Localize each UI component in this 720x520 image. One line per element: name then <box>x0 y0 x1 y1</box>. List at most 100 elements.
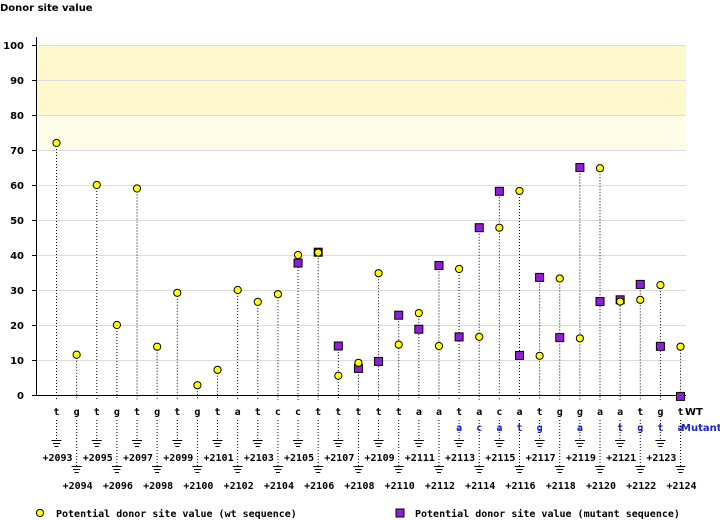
position-label: +2094 <box>63 481 93 492</box>
position-label: +2121 <box>606 453 636 464</box>
legend: Potential donor site value (wt sequence)… <box>35 508 680 520</box>
mutant-marker <box>494 186 504 196</box>
y-tick-label: 60 <box>10 181 24 192</box>
y-tick-label: 0 <box>17 391 24 402</box>
mutant-nucleotide: t <box>657 423 663 434</box>
wt-nucleotide: g <box>154 407 160 418</box>
wt-marker <box>92 180 101 190</box>
highlight-band <box>36 115 686 150</box>
wt-nucleotide: g <box>114 407 120 418</box>
wt-marker <box>595 164 605 173</box>
wt-marker <box>132 184 142 193</box>
stems <box>56 143 682 400</box>
wt-marker <box>112 320 121 330</box>
wt-marker <box>314 248 323 257</box>
wt-nucleotide: t <box>396 407 402 418</box>
wt-marker <box>515 186 524 196</box>
mutant-marker <box>293 258 303 268</box>
mutant-marker <box>394 310 404 320</box>
position-label: +2122 <box>626 481 656 492</box>
mutant-marker <box>333 341 343 351</box>
wt-nucleotide: t <box>537 407 543 418</box>
mutant-nucleotide: t <box>516 423 522 434</box>
wt-marker <box>616 297 625 306</box>
wt-marker <box>495 223 504 232</box>
mutant-nucleotide: g <box>637 423 643 434</box>
position-label: +2118 <box>546 481 576 492</box>
wt-marker <box>173 288 182 297</box>
wt-nucleotide: a <box>516 407 522 418</box>
position-label: +2114 <box>465 481 495 492</box>
wt-marker <box>455 264 464 274</box>
markers <box>52 138 686 401</box>
mutant-marker <box>676 391 686 401</box>
position-label: +2104 <box>264 481 294 492</box>
position-label: +2107 <box>324 453 354 464</box>
position-label: +2110 <box>385 481 415 492</box>
position-labels: +2093 +2094 +2095 +2096 +2097 +2098 +2099 +2100… <box>42 453 696 492</box>
position-label: +2103 <box>244 453 274 464</box>
mutant-nucleotide: a <box>456 423 462 434</box>
wt-marker <box>233 285 242 295</box>
legend-mutant-label: Potential donor site value (mutant seque… <box>415 508 680 520</box>
y-tick-label: 30 <box>10 286 24 297</box>
mutant-marker <box>575 163 585 172</box>
mutant-marker <box>535 272 545 282</box>
position-label: +2117 <box>526 453 556 464</box>
y-tick-label: 70 <box>10 146 24 157</box>
legend-wt-label: Potential donor site value (wt sequence) <box>56 508 297 520</box>
mutant-marker <box>514 350 524 360</box>
position-label: +2124 <box>666 481 696 492</box>
mutant-nucleotide: c <box>476 423 482 434</box>
position-label: +2105 <box>284 453 314 464</box>
position-label: +2120 <box>586 481 616 492</box>
mutant-marker <box>454 332 464 342</box>
wt-marker <box>193 381 202 390</box>
legend-mutant-marker <box>395 508 405 518</box>
wt-nucleotide: t <box>355 407 361 418</box>
wt-nucleotide: g <box>557 407 563 418</box>
y-axis-label: Donor site value <box>0 3 93 14</box>
y-tick-label: 40 <box>10 251 24 262</box>
highlight-bands <box>36 45 686 150</box>
wt-marker <box>213 365 222 374</box>
wt-marker <box>334 371 343 380</box>
position-label: +2101 <box>203 453 233 464</box>
wt-marker <box>656 281 665 290</box>
wt-nucleotide: t <box>637 407 643 418</box>
wt-nucleotide: t <box>376 407 382 418</box>
y-tick-label: 90 <box>10 76 24 87</box>
wt-marker <box>72 350 81 359</box>
wt-marker <box>153 342 162 351</box>
position-label: +2097 <box>123 453 153 464</box>
wt-marker <box>555 274 564 283</box>
mutant-marker <box>374 356 384 366</box>
legend-wt-marker <box>35 508 45 518</box>
mutant-nucleotide: a <box>577 423 583 434</box>
position-label: +2093 <box>42 453 72 464</box>
mutant-marker <box>595 297 605 307</box>
y-axis-ticks: 0 10 20 30 40 50 60 70 80 90 100 <box>3 41 36 402</box>
position-label: +2108 <box>344 481 374 492</box>
mutant-row-label: Mutant <box>681 423 720 434</box>
position-label: +2116 <box>505 481 535 492</box>
wt-nucleotide: c <box>275 407 281 418</box>
wt-nucleotide: a <box>476 407 482 418</box>
mutant-nucleotide: t <box>617 423 623 434</box>
wt-marker <box>354 358 363 367</box>
y-tick-label: 80 <box>10 111 24 122</box>
wt-marker <box>374 269 383 278</box>
wt-marker <box>535 351 544 360</box>
wt-marker <box>575 334 584 343</box>
wt-nucleotide: a <box>235 407 241 418</box>
wt-nucleotide: t <box>456 407 462 418</box>
wt-marker <box>253 297 262 306</box>
mutant-marker <box>555 333 565 343</box>
wt-marker <box>414 309 423 318</box>
position-label: +2111 <box>405 453 435 464</box>
y-tick-label: 50 <box>10 216 24 227</box>
mutant-nucleotide: g <box>537 423 543 434</box>
wt-nucleotide: t <box>678 407 684 418</box>
wt-marker <box>52 138 61 148</box>
